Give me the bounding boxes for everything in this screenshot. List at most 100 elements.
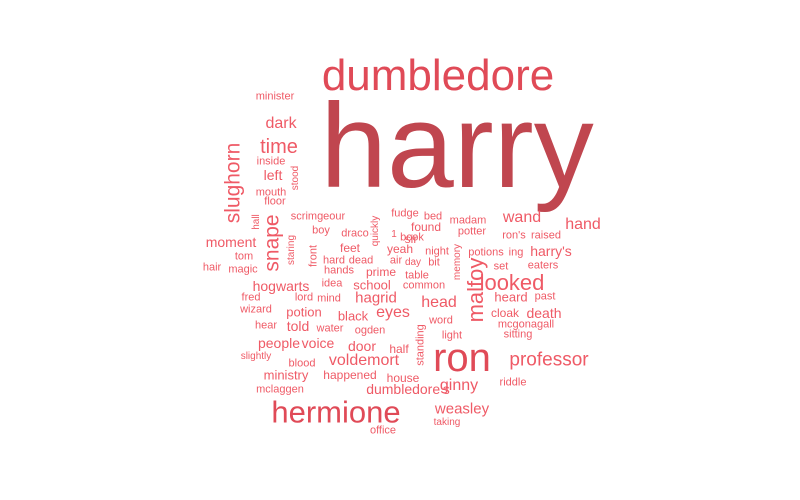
word-day: day — [404, 257, 422, 268]
word-sir: sir — [404, 232, 418, 246]
word-left: left — [263, 167, 283, 183]
word-ing: ing — [508, 246, 524, 259]
word-tom: tom — [234, 250, 254, 263]
word-dumbledore: dumbledore — [321, 51, 555, 100]
word-book: book — [400, 231, 424, 244]
word-wizard: wizard — [240, 303, 272, 316]
word-dumbledore-s: dumbledore's — [366, 381, 450, 397]
word-hagrid: hagrid — [355, 289, 397, 307]
word-people: people — [257, 335, 301, 351]
word-ron-s: ron's — [502, 229, 526, 242]
word-slightly: slightly — [240, 351, 272, 362]
word-hard: hard — [322, 254, 346, 267]
word-looked: looked — [479, 270, 545, 295]
word-hermione: hermione — [271, 394, 401, 430]
word-table: table — [405, 269, 429, 282]
word-feet: feet — [339, 241, 361, 255]
word-quickly: quickly — [370, 215, 381, 247]
word-harry: harry — [320, 79, 594, 213]
word-slughorn: slughorn — [221, 142, 245, 224]
word-dark: dark — [265, 115, 297, 132]
word-taking: taking — [433, 417, 461, 428]
word-potion: potion — [286, 304, 322, 320]
word-boy: boy — [312, 224, 330, 237]
word-snape: snape — [260, 214, 284, 272]
word-ginny: ginny — [439, 377, 479, 394]
word-time: time — [260, 136, 298, 158]
word-past: past — [534, 290, 556, 303]
word-death: death — [526, 305, 562, 321]
word-front: front — [307, 244, 320, 268]
word-standing: standing — [414, 324, 427, 366]
word-ministry: ministry — [263, 367, 309, 383]
word-half: half — [389, 342, 409, 356]
word-found: found — [410, 220, 442, 234]
word-professor: professor — [509, 349, 589, 371]
word-water: water — [316, 322, 344, 335]
word-madam: madam — [449, 214, 487, 227]
word-yeah: yeah — [386, 242, 414, 256]
word-raised: raised — [531, 229, 561, 242]
word-inside: inside — [256, 155, 286, 168]
word-weasley: weasley — [434, 400, 490, 418]
word-bit: bit — [428, 256, 440, 269]
word-eyes: eyes — [376, 304, 410, 321]
word-staring: staring — [286, 234, 297, 266]
word-house: house — [386, 371, 420, 385]
word-lord: lord — [294, 291, 314, 304]
word-mclaggen: mclaggen — [256, 383, 304, 396]
word-common: common — [402, 279, 446, 292]
word-hand: hand — [565, 216, 601, 233]
word-light: light — [441, 329, 463, 342]
word-hands: hands — [324, 264, 354, 277]
word-happened: happened — [323, 368, 377, 382]
word-mouth: mouth — [255, 186, 287, 199]
word-word: word — [429, 314, 453, 327]
word-set: set — [493, 260, 509, 273]
word-riddle: riddle — [499, 376, 527, 389]
word-potions: potions — [468, 246, 504, 259]
word-hogwarts: hogwarts — [252, 278, 310, 294]
word-floor: floor — [264, 195, 286, 208]
word-blood: blood — [288, 357, 316, 370]
word-minister: minister — [255, 90, 295, 103]
word-air: air — [389, 254, 403, 267]
word-scrimgeour: scrimgeour — [290, 210, 346, 223]
word-malfoy: malfoy — [463, 257, 488, 323]
word-head: head — [421, 294, 457, 311]
word-fred: fred — [241, 291, 261, 304]
word-prime: prime — [365, 265, 397, 279]
word-potter: potter — [457, 225, 487, 238]
word-hall: hall — [251, 214, 262, 230]
word-night: night — [425, 245, 449, 258]
word-school: school — [353, 277, 391, 293]
word-cloak: cloak — [490, 306, 520, 320]
word-memory: memory — [452, 243, 463, 281]
word-ron: ron — [433, 336, 491, 380]
word-bed: bed — [423, 210, 443, 223]
word-harry-s: harry's — [530, 243, 572, 259]
word-eaters: eaters — [527, 259, 559, 272]
word-voice: voice — [301, 335, 335, 351]
word-sitting: sitting — [503, 328, 533, 341]
word-idea: idea — [321, 277, 343, 290]
word-draco: draco — [341, 227, 369, 240]
word-fudge: fudge — [391, 207, 419, 220]
word-mind: mind — [317, 292, 341, 305]
word-wand: wand — [502, 209, 542, 226]
word-hair: hair — [202, 261, 222, 274]
word-mcgonagall: mcgonagall — [497, 318, 555, 331]
word-black: black — [337, 308, 369, 324]
word-door: door — [347, 338, 377, 354]
word-voldemort: voldemort — [328, 352, 400, 369]
word-magic: magic — [228, 263, 258, 276]
word-told: told — [286, 318, 310, 334]
word-office: office — [369, 424, 397, 437]
word-heard: heard — [494, 289, 528, 305]
word-1: 1 — [391, 229, 397, 240]
word-moment: moment — [205, 234, 257, 250]
word-dead: dead — [348, 254, 374, 267]
word-hear: hear — [254, 319, 278, 332]
word-stood: stood — [290, 165, 301, 191]
